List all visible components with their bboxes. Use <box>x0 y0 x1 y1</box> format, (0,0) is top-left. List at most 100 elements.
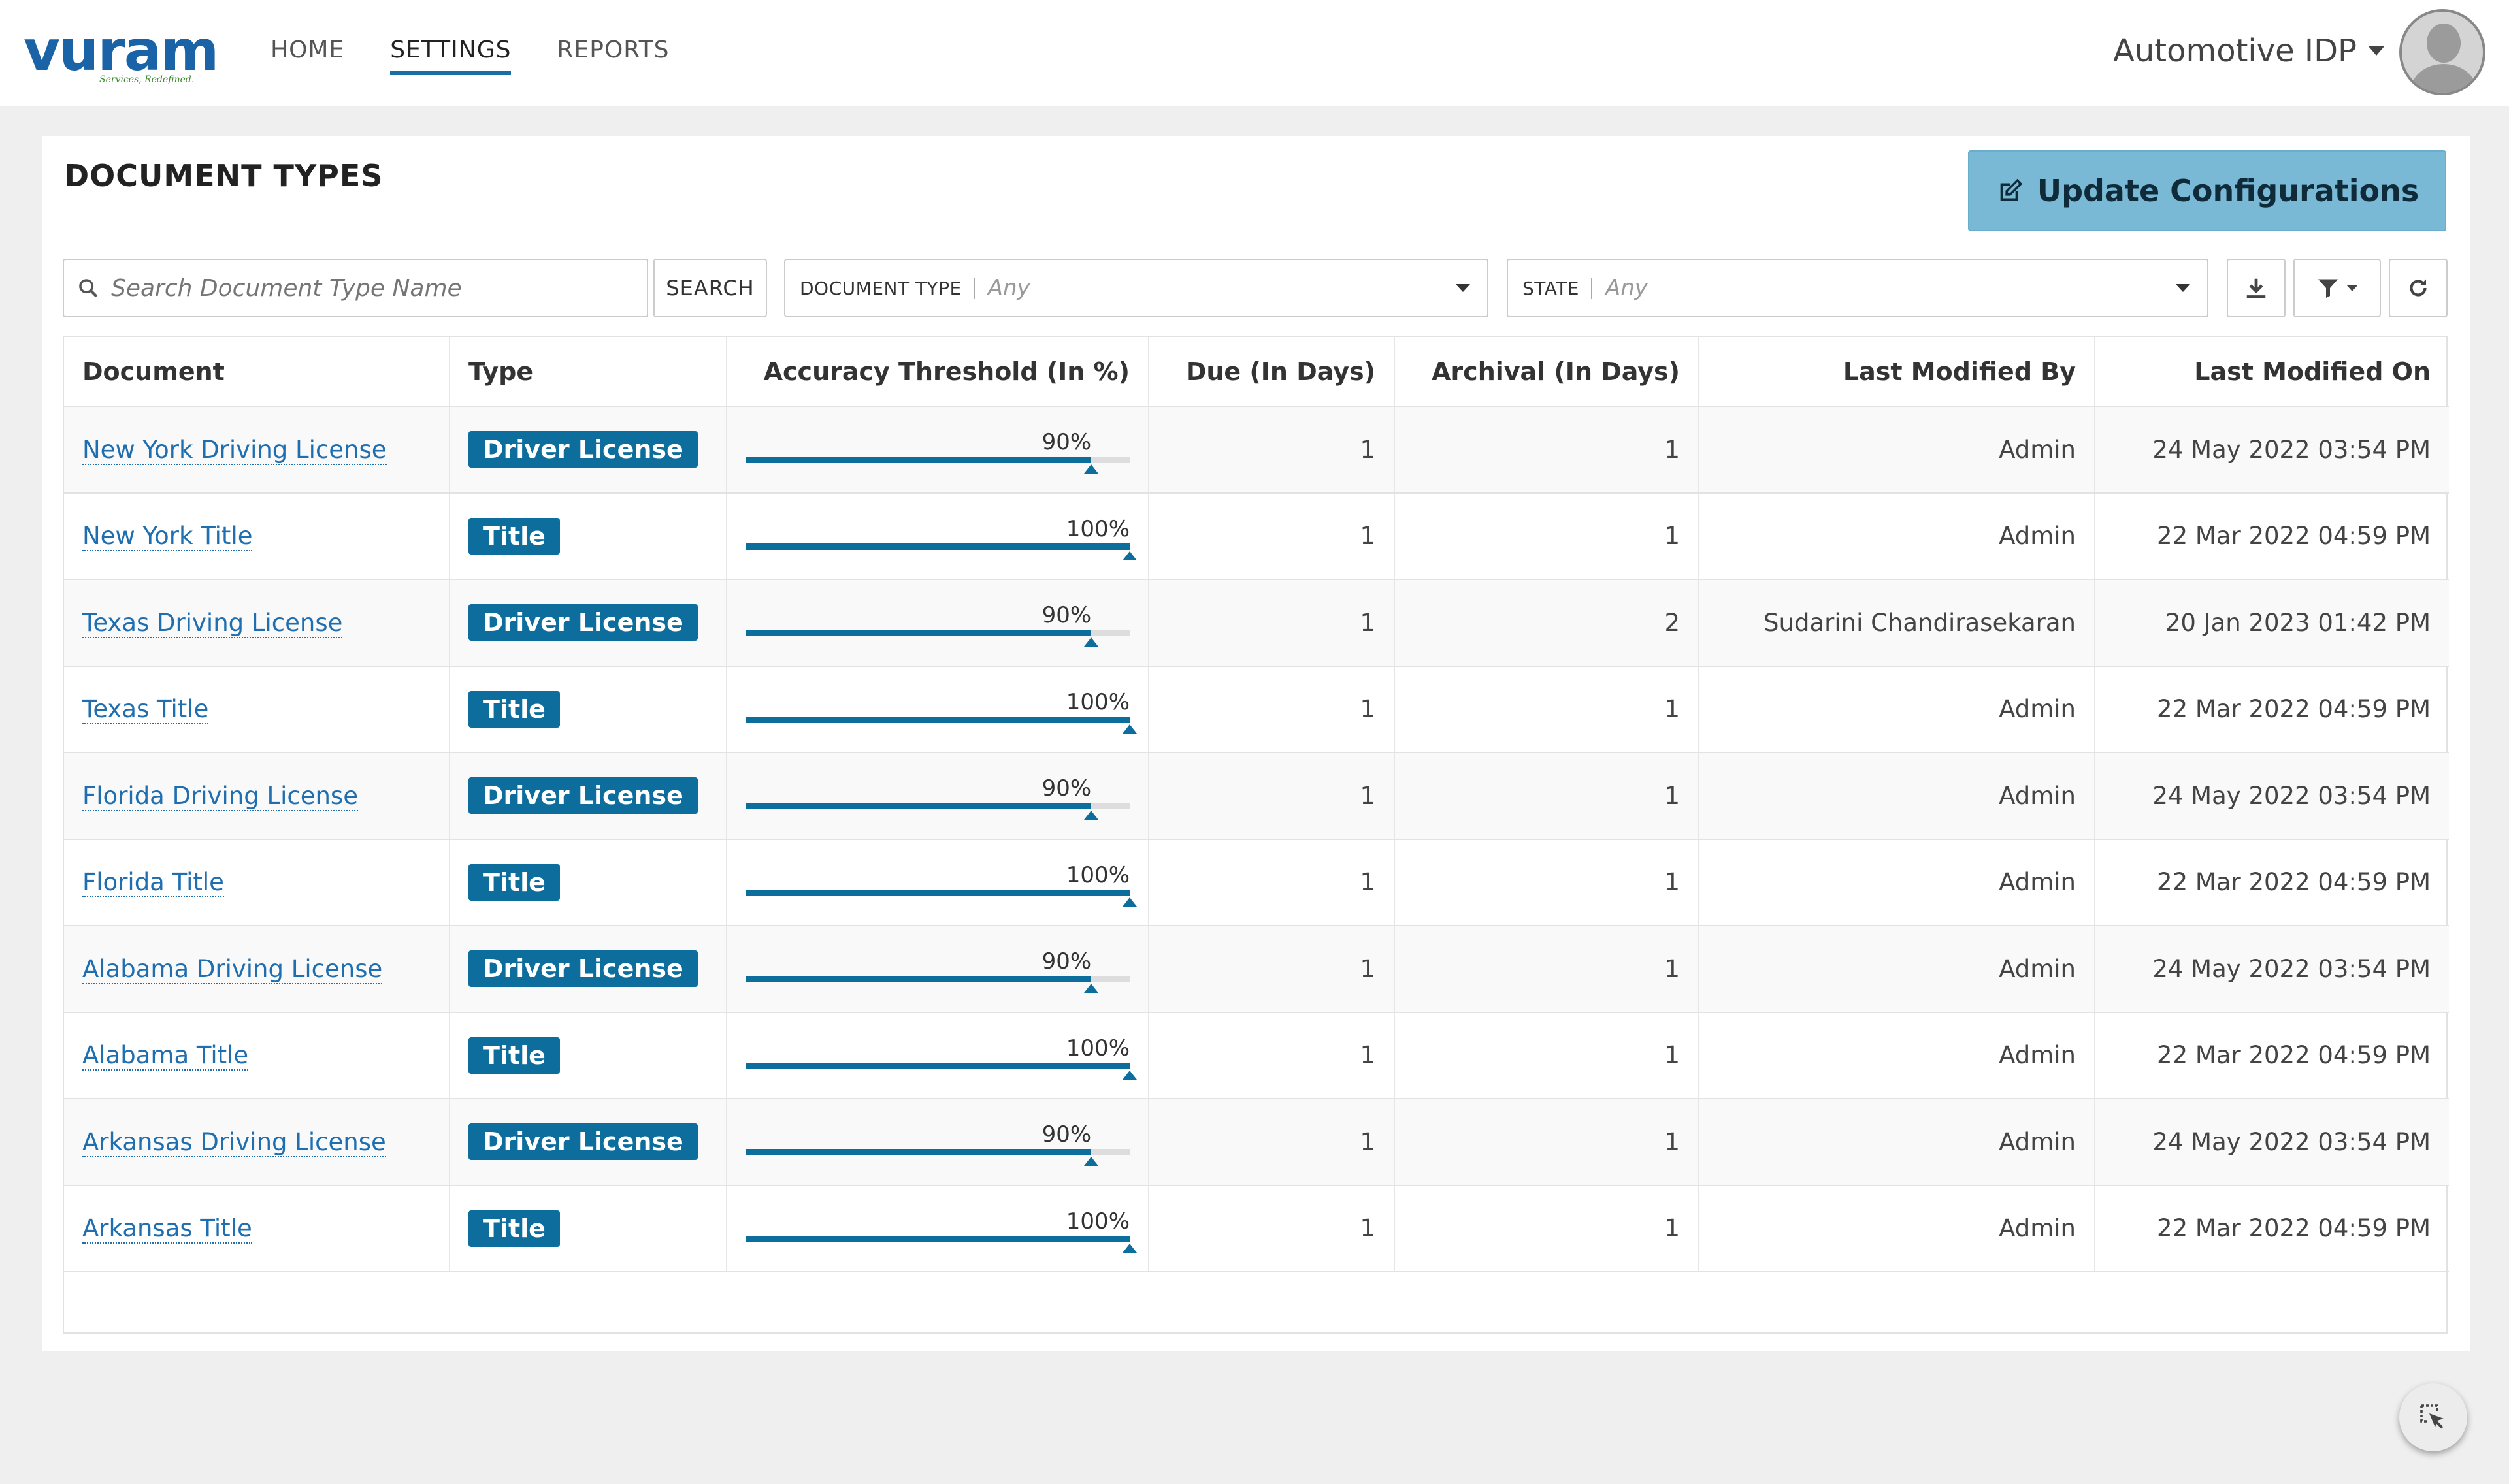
table-row[interactable]: Arkansas Driving License Driver License 90… <box>64 1099 2449 1186</box>
cell-archival: 1 <box>1394 1012 1699 1099</box>
document-link[interactable]: Alabama Title <box>82 1041 249 1071</box>
cell-due: 1 <box>1149 1099 1395 1186</box>
type-badge: Title <box>468 690 560 728</box>
document-link[interactable]: New York Title <box>82 522 253 552</box>
table-row[interactable]: New York Title Title 100% 1 1 Admin 22 Mar 202… <box>64 492 2449 580</box>
update-configurations-button[interactable]: Update Configurations <box>1968 150 2446 231</box>
document-link[interactable]: Arkansas Title <box>82 1214 252 1244</box>
accuracy-label: 90% <box>1041 429 1092 455</box>
nav-home[interactable]: HOME <box>271 37 345 63</box>
main-nav: HOME SETTINGS REPORTS <box>271 37 670 75</box>
accuracy-slider[interactable]: 90% <box>746 948 1130 998</box>
slider-fill <box>746 457 1092 463</box>
slider-thumb-icon[interactable] <box>1123 724 1137 734</box>
table-row[interactable]: Alabama Title Title 100% 1 1 Admin 22 Mar 2022… <box>64 1012 2449 1099</box>
accuracy-slider[interactable]: 100% <box>746 689 1137 739</box>
nav-reports[interactable]: REPORTS <box>557 37 670 63</box>
slider-thumb-icon[interactable] <box>1123 1243 1137 1253</box>
document-link[interactable]: Florida Driving License <box>82 781 358 811</box>
accuracy-label: 100% <box>1066 688 1130 715</box>
state-label: STATE <box>1522 277 1592 299</box>
cell-archival: 1 <box>1394 1099 1699 1186</box>
column-header-due[interactable]: Due (In Days) <box>1149 337 1395 407</box>
accuracy-slider[interactable]: 90% <box>746 775 1130 825</box>
cell-modified-by: Admin <box>1699 752 2095 840</box>
search-button[interactable]: SEARCH <box>653 259 767 317</box>
filter-menu-button[interactable] <box>2293 259 2381 317</box>
table-row[interactable]: Arkansas Title Title 100% 1 1 Admin 22 Mar 202… <box>64 1185 2449 1272</box>
refresh-button[interactable] <box>2389 259 2448 317</box>
floating-action-button[interactable] <box>2399 1383 2467 1451</box>
slider-fill <box>746 630 1092 636</box>
cell-due: 1 <box>1149 492 1395 580</box>
tenant-selector[interactable]: Automotive IDP <box>2113 33 2384 69</box>
caret-down-icon <box>2346 285 2358 291</box>
cell-type: Title <box>450 492 727 580</box>
slider-fill <box>746 1235 1130 1242</box>
column-header-type[interactable]: Type <box>450 337 727 407</box>
download-button[interactable] <box>2227 259 2286 317</box>
cell-type: Title <box>450 839 727 926</box>
user-avatar[interactable] <box>2399 9 2485 95</box>
table-row[interactable]: Texas Driving License Driver License 90% 1 2… <box>64 579 2449 667</box>
cell-type: Title <box>450 666 727 753</box>
type-badge: Driver License <box>468 604 698 641</box>
vuram-logo[interactable]: vuram Services, Redefined. <box>24 18 219 90</box>
cell-due: 1 <box>1149 926 1395 1013</box>
column-header-modified-on[interactable]: Last Modified On <box>2095 337 2449 407</box>
slider-thumb-icon[interactable] <box>1084 1157 1099 1166</box>
slider-fill <box>746 803 1092 809</box>
document-link[interactable]: Alabama Driving License <box>82 954 383 984</box>
slider-thumb-icon[interactable] <box>1084 984 1099 993</box>
document-link[interactable]: New York Driving License <box>82 435 387 465</box>
accuracy-slider[interactable]: 100% <box>746 1208 1137 1258</box>
document-link[interactable]: Texas Title <box>82 695 209 725</box>
cell-modified-on: 22 Mar 2022 04:59 PM <box>2095 1185 2449 1272</box>
cell-due: 1 <box>1149 579 1395 667</box>
slider-thumb-icon[interactable] <box>1123 897 1137 907</box>
cell-archival: 1 <box>1394 752 1699 840</box>
table-body: New York Driving License Driver License 90… <box>64 406 2449 1272</box>
column-header-document[interactable]: Document <box>64 337 450 407</box>
cell-archival: 2 <box>1394 579 1699 667</box>
slider-thumb-icon[interactable] <box>1084 464 1099 474</box>
table-row[interactable]: Texas Title Title 100% 1 1 Admin 22 Mar 2022 0… <box>64 666 2449 753</box>
table-row[interactable]: New York Driving License Driver License 90… <box>64 406 2449 494</box>
type-badge: Title <box>468 1037 560 1074</box>
column-header-modified-by[interactable]: Last Modified By <box>1699 337 2095 407</box>
accuracy-slider[interactable]: 90% <box>746 429 1130 479</box>
document-link[interactable]: Texas Driving License <box>82 608 343 638</box>
slider-thumb-icon[interactable] <box>1123 551 1137 560</box>
slider-fill <box>746 716 1130 723</box>
slider-thumb-icon[interactable] <box>1123 1070 1137 1080</box>
cell-modified-on: 24 May 2022 03:54 PM <box>2095 1099 2449 1186</box>
slider-fill <box>746 1062 1130 1069</box>
accuracy-slider[interactable]: 90% <box>746 1121 1130 1171</box>
download-icon <box>2246 278 2266 298</box>
cell-accuracy: 90% <box>727 406 1149 494</box>
cell-document: Arkansas Title <box>64 1185 450 1272</box>
column-header-accuracy[interactable]: Accuracy Threshold (In %) <box>727 337 1149 407</box>
state-dropdown[interactable]: STATE Any <box>1507 259 2208 317</box>
accuracy-slider[interactable]: 100% <box>746 516 1137 566</box>
table-row[interactable]: Alabama Driving License Driver License 90%… <box>64 926 2449 1013</box>
search-input[interactable] <box>111 274 621 302</box>
table-row[interactable]: Florida Driving License Driver License 90%… <box>64 752 2449 840</box>
column-header-archival[interactable]: Archival (In Days) <box>1394 337 1699 407</box>
document-link[interactable]: Florida Title <box>82 868 224 898</box>
cell-accuracy: 90% <box>727 579 1149 667</box>
slider-thumb-icon[interactable] <box>1084 811 1099 820</box>
cell-modified-by: Admin <box>1699 492 2095 580</box>
cell-archival: 1 <box>1394 666 1699 753</box>
accuracy-slider[interactable]: 100% <box>746 1035 1137 1085</box>
document-link[interactable]: Arkansas Driving License <box>82 1127 386 1157</box>
nav-settings[interactable]: SETTINGS <box>390 37 512 75</box>
table-row[interactable]: Florida Title Title 100% 1 1 Admin 22 Mar 2022… <box>64 839 2449 926</box>
accuracy-slider[interactable]: 100% <box>746 862 1137 912</box>
cell-document: New York Title <box>64 492 450 580</box>
cell-due: 1 <box>1149 666 1395 753</box>
slider-thumb-icon[interactable] <box>1084 637 1099 647</box>
accuracy-slider[interactable]: 90% <box>746 602 1130 652</box>
cell-modified-on: 24 May 2022 03:54 PM <box>2095 926 2449 1013</box>
document-type-dropdown[interactable]: DOCUMENT TYPE Any <box>784 259 1488 317</box>
